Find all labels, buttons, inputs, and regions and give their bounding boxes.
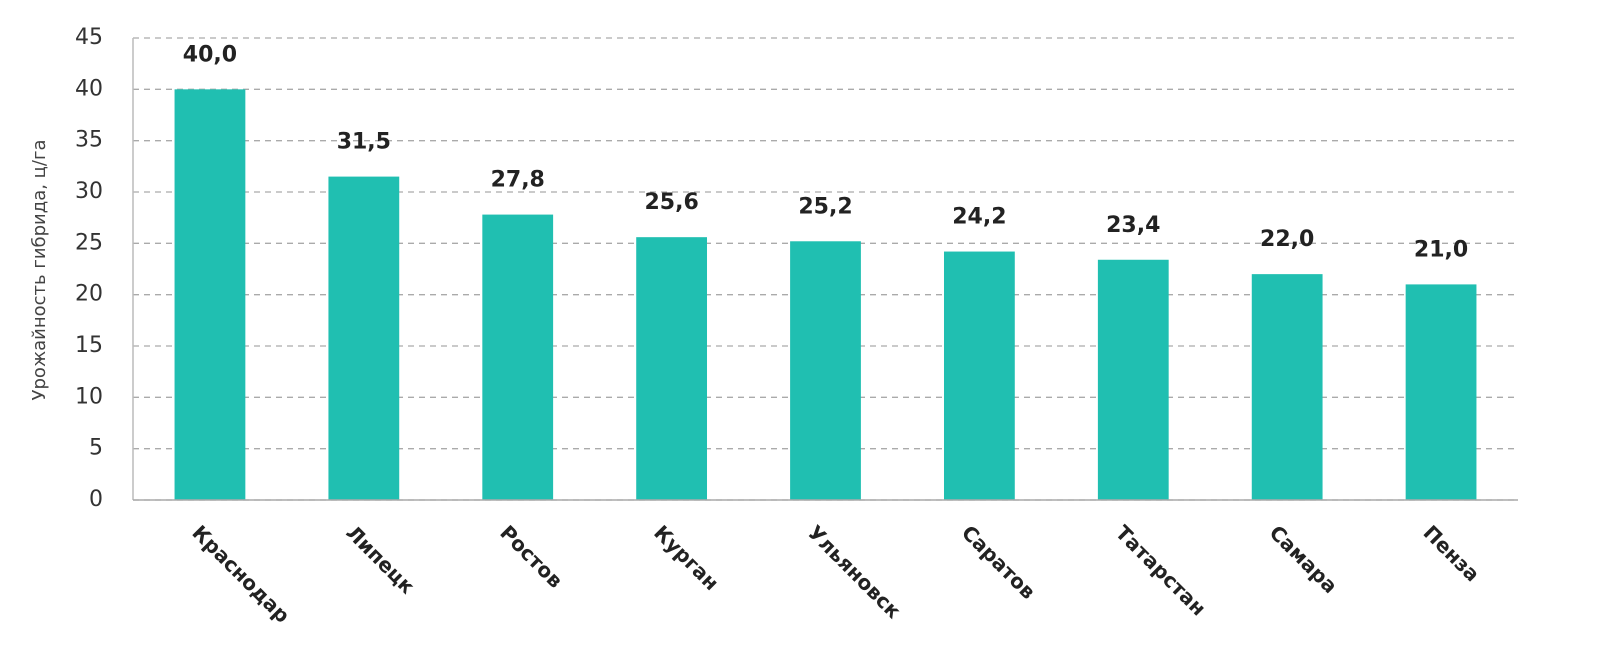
y-tick-label: 0 <box>89 487 103 512</box>
value-label: 25,2 <box>798 194 852 219</box>
bar <box>1251 274 1323 500</box>
y-tick-label: 20 <box>75 282 103 307</box>
value-label: 25,6 <box>644 190 698 215</box>
value-label: 24,2 <box>952 205 1006 230</box>
value-label: 22,0 <box>1260 227 1314 252</box>
y-tick-label: 5 <box>89 436 103 461</box>
value-label: 31,5 <box>337 130 391 155</box>
bar <box>636 237 708 500</box>
bar <box>328 176 400 500</box>
bar <box>790 241 861 500</box>
bar <box>174 89 246 500</box>
y-tick-label: 10 <box>75 384 103 409</box>
x-tick-label: Самара <box>1265 520 1343 598</box>
y-tick-label: 30 <box>75 179 103 204</box>
value-label: 40,0 <box>183 42 237 67</box>
x-tick-label: Пенза <box>1419 520 1485 586</box>
x-tick-label: Саратов <box>957 520 1040 603</box>
x-tick-label: Липецк <box>341 520 419 598</box>
y-tick-label: 15 <box>75 333 103 358</box>
x-tick-label: Краснодар <box>188 520 295 627</box>
value-label: 27,8 <box>491 168 545 193</box>
y-axis-label: Урожайность гибрида, ц/га <box>29 140 50 401</box>
bar <box>1405 284 1477 500</box>
x-tick-label: Курган <box>649 520 724 595</box>
x-tick-label: Татарстан <box>1111 520 1211 620</box>
y-tick-label: 25 <box>75 230 103 255</box>
y-tick-label: 35 <box>75 128 103 153</box>
value-label: 23,4 <box>1106 213 1160 238</box>
bar <box>482 214 554 500</box>
x-tick-label: Ульяновск <box>803 520 906 623</box>
bar <box>1097 259 1169 500</box>
y-tick-label: 45 <box>75 25 103 50</box>
value-label: 21,0 <box>1414 237 1468 262</box>
y-tick-label: 40 <box>75 76 103 101</box>
x-tick-label: Ростов <box>495 520 567 592</box>
bar <box>943 251 1015 500</box>
